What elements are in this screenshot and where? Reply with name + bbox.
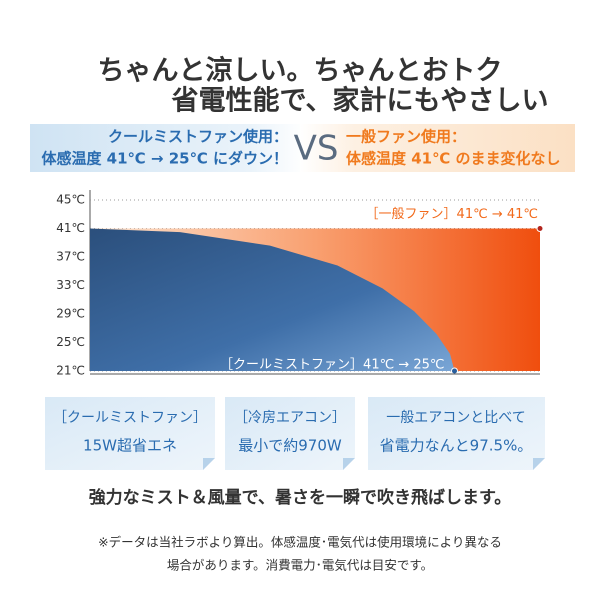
info-box: ［冷房エアコン］ 最小で約970W [225,397,355,470]
chart: 45℃ 41℃ 37℃ 33℃ 29℃ 25℃ 21℃ ［一般ファン］41℃ → 41℃ ［クー… [56,190,544,378]
title-line: ちゃんと涼しい。ちゃんとおトク [98,56,503,87]
note: ※データは当社ラボより算出。体感温度･電気代は使用環境により異なる [98,535,502,550]
info-box: 一般エアコンと比べて 省電力なんと97.5%。 [368,397,545,470]
box-text: ［冷房エアコン］ [234,410,346,426]
y-tick-label: 37℃ [56,250,85,264]
banner-text: クールミストファン使用： [108,128,288,146]
end-dot [451,367,458,375]
vs-mark: VS [294,129,339,169]
banner-text: 体感温度 41℃ のまま変化なし [346,150,560,168]
title-line: 省電性能で、家計にもやさしい [172,85,549,117]
note: 場合があります。消費電力･電気代は目安です。 [167,558,433,573]
banner-right-bg [300,124,575,172]
y-tick-label: 21℃ [56,364,85,378]
banner-text: 体感温度 41℃ → 25℃ にダウン！ [41,150,288,168]
y-tick-label: 25℃ [56,335,85,349]
box-text: ［クールミストファン］ [53,410,207,426]
box-text: 一般エアコンと比べて [386,410,525,426]
banner-text: 一般ファン使用： [346,128,466,146]
series-area [90,228,455,371]
y-tick-label: 29℃ [56,307,85,321]
series-label: ［クールミストファン］41℃ → 25℃ [220,358,444,373]
box-text: 15W超省エネ [83,437,177,455]
end-dot [536,225,544,232]
y-tick-label: 41℃ [56,221,85,235]
y-tick-label: 33℃ [56,278,85,292]
series-label: ［一般ファン］41℃ → 41℃ [366,206,538,222]
banner-left-bg [30,124,305,172]
y-tick-label: 45℃ [56,193,85,207]
tagline: 強力なミスト＆風量で、暑さを一瞬で吹き飛ばします。 [89,487,512,508]
box-text: 省電力なんと97.5%。 [380,437,533,455]
box-text: 最小で約970W [238,437,342,455]
info-box: ［クールミストファン］ 15W超省エネ [45,397,215,470]
